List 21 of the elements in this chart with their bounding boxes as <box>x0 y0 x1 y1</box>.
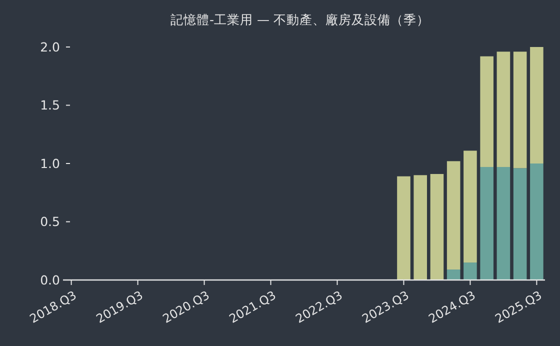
y-tick-label: 2.0 <box>40 39 60 54</box>
bar <box>513 52 527 168</box>
bar <box>446 161 460 270</box>
bar <box>414 175 427 280</box>
y-tick-label: 1.0 <box>40 156 60 171</box>
bar <box>513 168 527 280</box>
bar <box>480 166 494 280</box>
bar <box>496 166 510 280</box>
chart-title: 記憶體-工業用 — 不動產、廠房及設備（季） <box>170 12 430 27</box>
bar <box>530 164 544 280</box>
y-tick-label: 0.0 <box>40 272 60 288</box>
bar <box>496 52 510 167</box>
bar <box>464 262 477 280</box>
bar <box>430 174 444 280</box>
bar <box>397 176 410 280</box>
bar <box>480 56 494 167</box>
bar <box>464 150 477 263</box>
bar <box>530 47 544 164</box>
y-tick-label: 1.5 <box>40 98 60 113</box>
y-tick-label: 0.5 <box>40 214 60 230</box>
bar <box>446 270 460 280</box>
